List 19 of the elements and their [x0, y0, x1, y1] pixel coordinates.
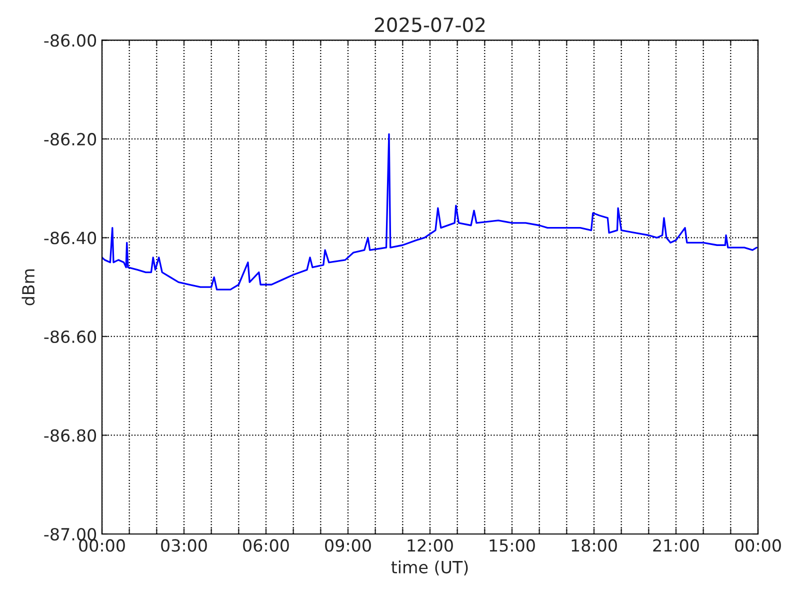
x-tick-label: 00:00 — [79, 539, 125, 552]
x-tick-label: 18:00 — [572, 539, 617, 552]
y-tick-label: -86.40 — [44, 232, 96, 244]
x-tick-label: 09:00 — [325, 539, 371, 552]
y-tick-label: -86.00 — [44, 34, 96, 47]
y-tick-label: -87.00 — [44, 528, 96, 541]
chart-title: 2025-07-02 — [374, 17, 485, 32]
y-tick-label: -86.60 — [44, 330, 96, 344]
x-tick-label: 12:00 — [408, 539, 453, 552]
line-series — [102, 133, 758, 290]
x-axis-title: time (UT) — [391, 560, 468, 576]
x-tick-label: 03:00 — [161, 539, 207, 552]
x-tick-label: 15:00 — [490, 539, 535, 552]
y-axis-title: dBm — [22, 269, 35, 306]
y-tick-label: -86.20 — [44, 132, 96, 146]
x-tick-label: 00:00 — [735, 539, 781, 552]
x-tick-label: 21:00 — [653, 539, 699, 552]
y-tick-label: -86.80 — [44, 429, 96, 442]
x-tick-label: 06:00 — [243, 539, 289, 552]
